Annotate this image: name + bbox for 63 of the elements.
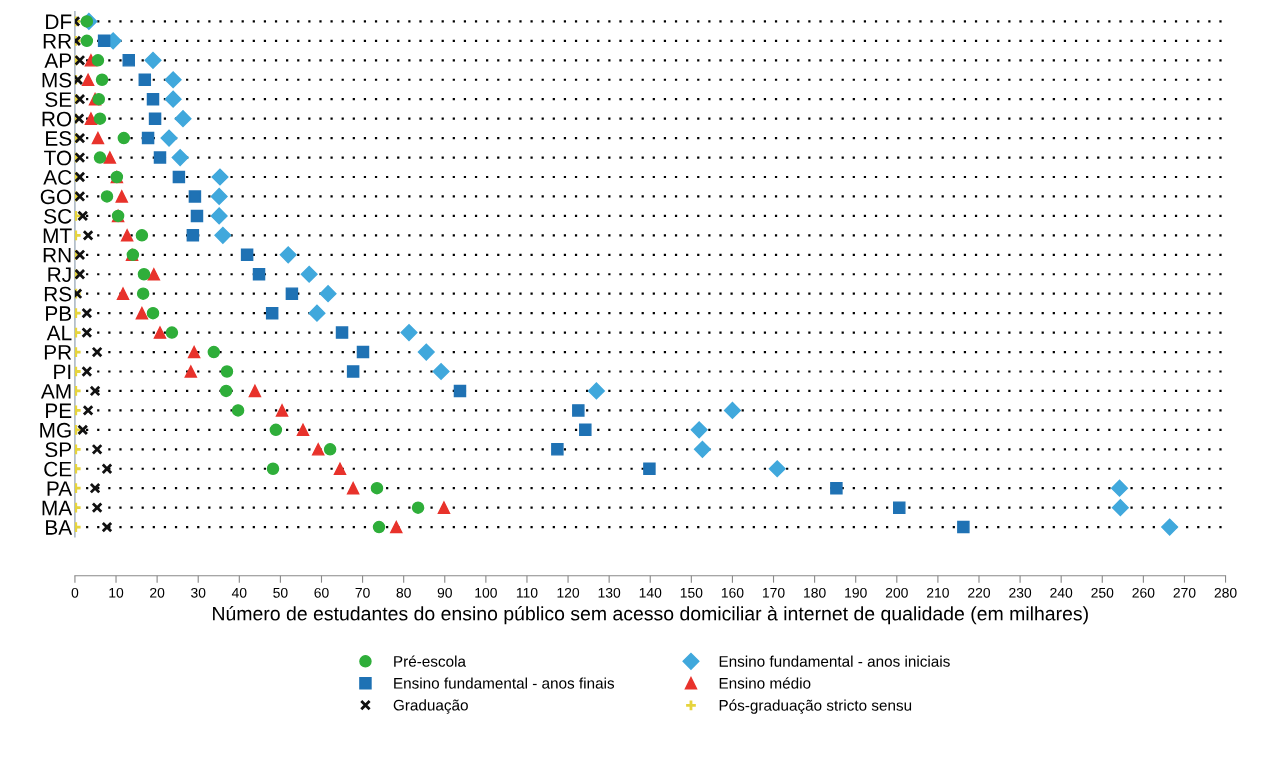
- y-tick-label: PR: [44, 345, 72, 360]
- x-tick-label: 110: [516, 587, 538, 598]
- y-tick-label: MS: [42, 72, 72, 88]
- y-tick-label: RJ: [48, 267, 71, 282]
- y-tick-label: PA: [47, 481, 73, 496]
- x-tick-label: 50: [273, 587, 288, 598]
- y-tick-label: RN: [43, 248, 71, 263]
- x-tick-label: 230: [1009, 587, 1032, 598]
- x-tick-label: 210: [927, 587, 949, 598]
- x-tick-label: 30: [191, 587, 206, 598]
- y-tick-label: MT: [43, 228, 72, 243]
- x-tick-label: 130: [598, 587, 621, 598]
- y-tick-label: AP: [44, 53, 72, 68]
- x-tick-label: 120: [557, 587, 580, 598]
- x-tick-label: 200: [885, 587, 908, 598]
- x-tick-label: 140: [639, 587, 662, 598]
- y-tick-label: BA: [46, 520, 73, 535]
- x-tick-label: 170: [762, 587, 785, 598]
- legend-label: Ensino médio: [719, 677, 811, 689]
- x-tick-label: 260: [1132, 587, 1155, 598]
- y-tick-label: ES: [46, 131, 72, 146]
- legend-label: Graduação: [393, 699, 468, 714]
- x-tick-label: 100: [475, 587, 497, 598]
- y-tick-label: SC: [44, 208, 72, 224]
- y-tick-label: MA: [42, 500, 73, 516]
- y-tick-label: PE: [46, 403, 72, 418]
- x-tick-label: 0: [71, 587, 79, 598]
- y-tick-label: PI: [54, 364, 71, 380]
- x-tick-label: 40: [231, 587, 247, 598]
- x-tick-label: 270: [1173, 587, 1196, 598]
- x-tick-label: 220: [968, 587, 991, 598]
- y-tick-label: TO: [44, 150, 72, 166]
- y-tick-label: AM: [40, 384, 71, 399]
- y-tick-label: SP: [45, 442, 72, 458]
- y-tick-label: SE: [45, 92, 72, 107]
- x-tick-label: 180: [804, 587, 826, 598]
- legend-label: Pré-escola: [394, 655, 466, 667]
- y-tick-label: AC: [43, 170, 72, 185]
- x-tick-label: 60: [314, 587, 329, 598]
- y-tick-label: RR: [43, 34, 72, 49]
- y-tick-label: DF: [46, 14, 72, 29]
- y-tick-label: RO: [42, 111, 72, 127]
- x-tick-label: 70: [355, 587, 370, 598]
- x-tick-label: 160: [721, 587, 744, 598]
- y-tick-label: MG: [40, 422, 71, 438]
- x-axis-title: Número de estudantes do ensino público sem acesso domiciliar à internet de qualidade (em milhares): [213, 606, 1088, 625]
- y-tick-label: PB: [46, 306, 72, 321]
- x-tick-label: 20: [150, 587, 165, 598]
- y-tick-label: GO: [40, 189, 72, 205]
- x-tick-label: 90: [437, 587, 452, 598]
- x-tick-label: 280: [1214, 587, 1237, 598]
- x-tick-label: 150: [680, 587, 703, 598]
- y-tick-label: RS: [44, 286, 72, 302]
- x-tick-label: 80: [396, 587, 411, 598]
- x-tick-label: 190: [845, 587, 867, 598]
- legend-label: Ensino fundamental - anos finais: [394, 677, 615, 689]
- y-tick-label: CE: [44, 461, 72, 477]
- x-tick-label: 240: [1050, 587, 1073, 598]
- legend-label: Pós-graduação stricto sensu: [719, 699, 912, 714]
- legend-label: Ensino fundamental - anos iniciais: [719, 655, 950, 667]
- x-tick-label: 10: [109, 587, 124, 598]
- x-tick-label: 250: [1091, 587, 1114, 598]
- y-tick-label: AL: [46, 325, 72, 341]
